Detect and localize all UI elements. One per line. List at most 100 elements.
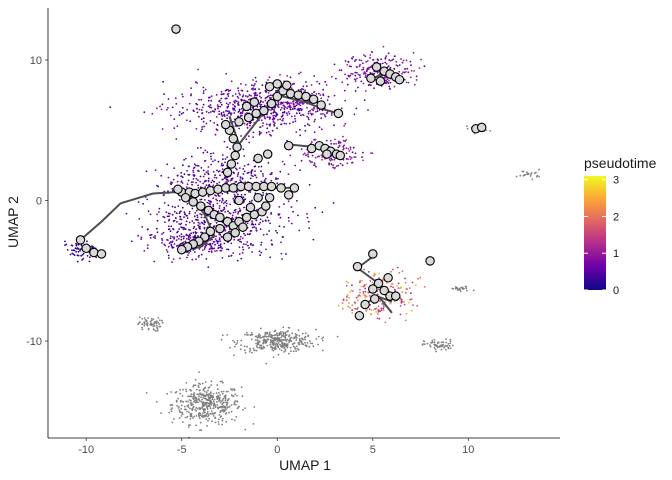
cell-point <box>142 202 145 205</box>
cell-point <box>286 107 289 110</box>
cell-point <box>393 300 396 303</box>
cell-point-unassigned <box>433 339 436 341</box>
cell-point <box>285 253 287 255</box>
cell-point <box>200 130 203 133</box>
cell-point <box>390 270 392 273</box>
cell-point <box>227 112 230 115</box>
cell-point <box>234 101 236 104</box>
cell-point <box>291 115 293 118</box>
cell-point <box>333 158 336 161</box>
cell-point-unassigned <box>217 391 220 394</box>
cell-point <box>201 126 204 128</box>
cell-point <box>369 313 372 315</box>
cell-point <box>327 95 330 98</box>
cell-point <box>294 164 296 167</box>
cell-point-unassigned <box>141 328 144 331</box>
cell-point <box>152 236 155 239</box>
cell-point <box>281 115 284 118</box>
cell-point <box>225 102 228 105</box>
cell-point-unassigned <box>451 287 454 290</box>
cell-point <box>205 184 208 187</box>
cell-point-unassigned <box>161 319 163 322</box>
cell-point <box>299 128 301 131</box>
cell-point <box>218 113 221 116</box>
cell-point <box>203 160 206 162</box>
cell-point-unassigned <box>445 341 448 344</box>
cell-point <box>225 205 228 207</box>
cell-point <box>254 223 257 226</box>
cell-point-unassigned <box>204 411 206 414</box>
cell-point <box>418 67 421 69</box>
trajectory-node <box>188 197 198 207</box>
cell-point-unassigned <box>225 408 227 411</box>
cell-point-unassigned <box>444 344 447 347</box>
cell-point <box>396 65 399 67</box>
cell-point <box>79 249 81 252</box>
cell-point-unassigned <box>430 342 433 344</box>
trajectory-node <box>234 117 244 127</box>
cell-point <box>259 105 262 107</box>
cell-point-unassigned <box>156 327 159 330</box>
cell-point <box>346 77 348 80</box>
cell-point-unassigned <box>236 342 239 344</box>
cell-point <box>354 80 357 83</box>
cell-point <box>173 118 176 120</box>
cell-point-unassigned <box>215 401 218 403</box>
cell-point <box>347 281 349 284</box>
cell-point <box>277 177 279 180</box>
cell-point-unassigned <box>248 350 251 353</box>
cell-point-unassigned <box>235 343 237 346</box>
cell-point <box>192 167 195 170</box>
cell-point <box>167 204 170 207</box>
cell-point-unassigned <box>201 403 204 406</box>
cell-point <box>181 206 184 209</box>
cell-point-unassigned <box>145 392 148 394</box>
cell-point <box>237 193 239 196</box>
cell-point-unassigned <box>137 323 140 326</box>
cell-point-unassigned <box>217 421 220 423</box>
cell-point <box>364 296 367 299</box>
cell-point <box>259 218 262 221</box>
cell-point-unassigned <box>153 322 156 325</box>
cell-point <box>188 221 191 224</box>
cell-point <box>207 266 210 268</box>
cell-point-unassigned <box>273 334 276 337</box>
cell-point <box>183 235 186 238</box>
cell-point <box>161 128 164 130</box>
cell-point <box>225 199 228 202</box>
cell-point <box>176 125 179 127</box>
cell-point <box>267 91 270 94</box>
cell-point <box>332 164 334 167</box>
cell-point-unassigned <box>257 339 259 342</box>
trajectory-node <box>215 223 225 234</box>
cell-point <box>231 216 234 219</box>
cell-point-unassigned <box>216 398 219 400</box>
cell-point-unassigned <box>294 333 297 335</box>
cell-point-unassigned <box>201 406 204 409</box>
cell-point-unassigned <box>150 324 153 326</box>
cell-point <box>230 80 233 83</box>
cell-point <box>254 76 257 79</box>
cell-point <box>415 79 418 81</box>
cell-point <box>389 66 392 69</box>
cell-point-unassigned <box>279 343 281 346</box>
cell-point-unassigned <box>147 328 150 331</box>
cell-point <box>408 287 411 289</box>
cell-point <box>360 59 363 62</box>
cell-point <box>309 109 312 112</box>
cell-point <box>221 199 224 202</box>
cell-point-unassigned <box>218 399 221 402</box>
cell-point <box>361 280 363 282</box>
cell-point <box>240 194 243 196</box>
cell-point <box>207 96 210 99</box>
cell-point <box>202 169 205 172</box>
cell-point <box>374 273 376 276</box>
cell-point-unassigned <box>277 338 280 340</box>
cell-point <box>313 91 315 93</box>
cell-point-unassigned <box>300 340 302 343</box>
cell-point-unassigned <box>257 336 259 339</box>
cell-point <box>388 79 390 82</box>
cell-point-unassigned <box>263 338 266 341</box>
cell-point <box>208 111 210 114</box>
